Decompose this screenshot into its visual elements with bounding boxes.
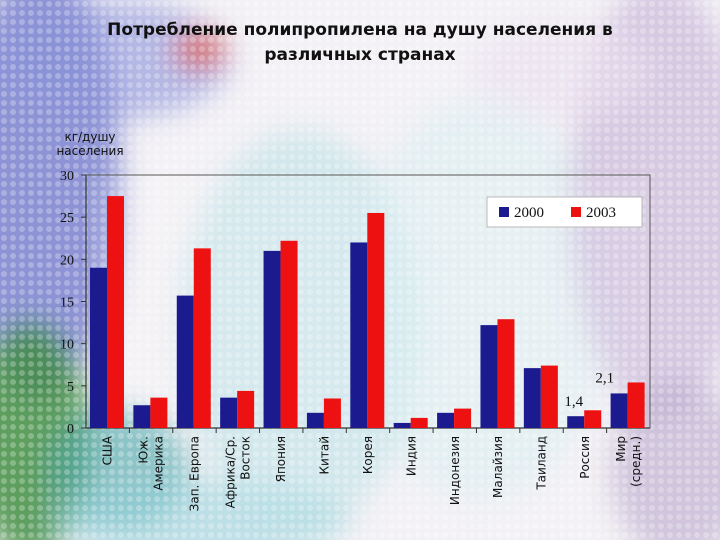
bar-2003-5 — [323, 398, 341, 428]
category-label: (средн.) — [629, 436, 643, 487]
bar-2003-1 — [150, 397, 168, 428]
legend-swatch-2000 — [499, 207, 509, 217]
bar-2000-3 — [220, 397, 238, 428]
y-tick-label: 0 — [67, 422, 74, 437]
bar-2000-12 — [610, 393, 628, 428]
bar-2000-1 — [133, 405, 151, 428]
y-tick-label: 15 — [60, 296, 74, 311]
bar-2003-12 — [627, 382, 645, 428]
category-label: Россия — [578, 436, 592, 479]
y-tick-label: 30 — [60, 169, 74, 184]
bar-2000-6 — [350, 242, 368, 428]
bar-2000-5 — [306, 412, 324, 428]
legend: 2000 2003 — [486, 196, 643, 228]
y-axis-label: кг/душу населения — [44, 130, 136, 158]
bar-2000-11 — [567, 416, 585, 428]
bar-2000-0 — [90, 267, 107, 428]
bar-2000-10 — [523, 368, 541, 428]
bar-2003-6 — [367, 212, 385, 428]
bar-2003-0 — [107, 196, 124, 428]
category-label: Зап. Европа — [187, 436, 201, 511]
y-tick-label: 10 — [60, 338, 74, 353]
category-label: Америка — [152, 436, 166, 491]
data-label: 1,4 — [564, 394, 583, 410]
category-label: Китай — [318, 436, 332, 474]
legend-label-2000: 2000 — [514, 205, 544, 221]
chart-title-line-2: различных странах — [264, 45, 456, 65]
category-label: Восток — [238, 436, 252, 480]
category-label: Африка/Ср. — [223, 436, 237, 508]
y-axis-label-line-1: кг/душу — [64, 130, 116, 144]
category-label: Мир — [614, 436, 628, 462]
bar-2003-11 — [584, 410, 602, 428]
bar-2003-3 — [237, 390, 255, 428]
legend-swatch-2003 — [571, 207, 581, 217]
y-tick-label: 25 — [60, 211, 74, 226]
bar-2000-8 — [437, 412, 455, 428]
bars — [90, 196, 645, 428]
bar-2003-8 — [454, 408, 472, 428]
category-label: Индия — [404, 436, 418, 476]
y-axis-label-line-2: населения — [56, 144, 124, 158]
bar-2003-10 — [540, 365, 558, 428]
category-label: Юж. — [137, 436, 151, 464]
category-label: США — [101, 435, 115, 465]
bar-2000-4 — [263, 250, 281, 428]
chart-title: Потребление полипропилена на душу населе… — [60, 18, 660, 68]
category-label: Малайзия — [491, 436, 505, 498]
bar-2000-9 — [480, 325, 498, 428]
category-label: Япония — [274, 436, 288, 482]
bar-2003-9 — [497, 319, 515, 428]
bar-2003-7 — [410, 417, 428, 428]
bar-2000-2 — [176, 295, 194, 428]
category-label: Индонезия — [448, 436, 462, 505]
category-label: Корея — [361, 436, 375, 474]
category-labels: США Юж. Америка Зап. Европа Африка/Ср. Восток… — [101, 370, 643, 511]
bar-2000-7 — [393, 422, 411, 428]
y-tick-label: 5 — [67, 380, 74, 395]
chart-title-line-1: Потребление полипропилена на душу населе… — [107, 20, 613, 40]
data-label: 2,1 — [595, 370, 614, 386]
legend-box — [486, 196, 643, 228]
category-label: Таиланд — [535, 436, 549, 491]
bar-2003-4 — [280, 240, 298, 428]
bar-2003-2 — [193, 248, 211, 428]
y-tick-label: 20 — [60, 253, 74, 268]
legend-label-2003: 2003 — [586, 205, 616, 221]
